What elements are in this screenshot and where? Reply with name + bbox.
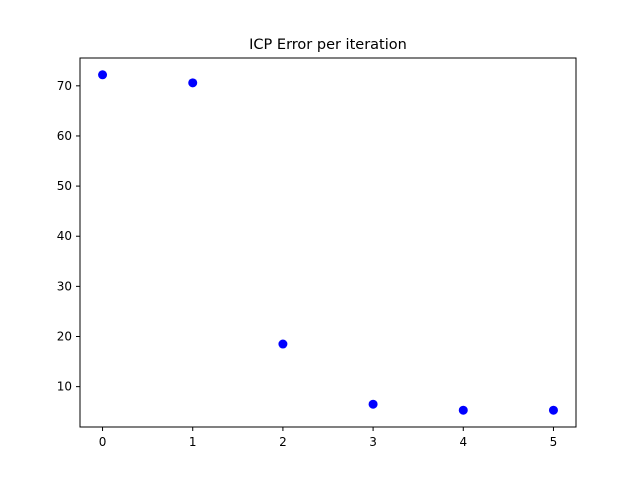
y-tick-label: 60 (57, 129, 72, 143)
chart-title: ICP Error per iteration (249, 37, 407, 53)
data-point (188, 78, 198, 88)
x-axis-ticks: 0 1 2 3 4 5 (99, 427, 558, 449)
y-tick-label: 20 (57, 330, 72, 344)
x-tick-label: 5 (550, 435, 558, 449)
x-tick-label: 3 (369, 435, 377, 449)
data-point (98, 70, 108, 80)
data-point (548, 405, 558, 415)
plot-area-frame (79, 57, 577, 428)
y-tick-label: 10 (57, 380, 72, 394)
y-tick-label: 40 (57, 229, 72, 243)
y-axis-ticks: 10 20 30 40 50 60 70 (57, 79, 80, 394)
data-point (368, 399, 378, 409)
x-tick-label: 2 (279, 435, 287, 449)
y-tick-label: 50 (57, 179, 72, 193)
data-points (98, 70, 558, 415)
data-point (278, 339, 288, 349)
y-tick-label: 30 (57, 279, 72, 293)
data-point (458, 405, 468, 415)
x-tick-label: 0 (99, 435, 107, 449)
x-tick-label: 4 (459, 435, 467, 449)
y-tick-label: 70 (57, 79, 72, 93)
x-tick-label: 1 (189, 435, 197, 449)
